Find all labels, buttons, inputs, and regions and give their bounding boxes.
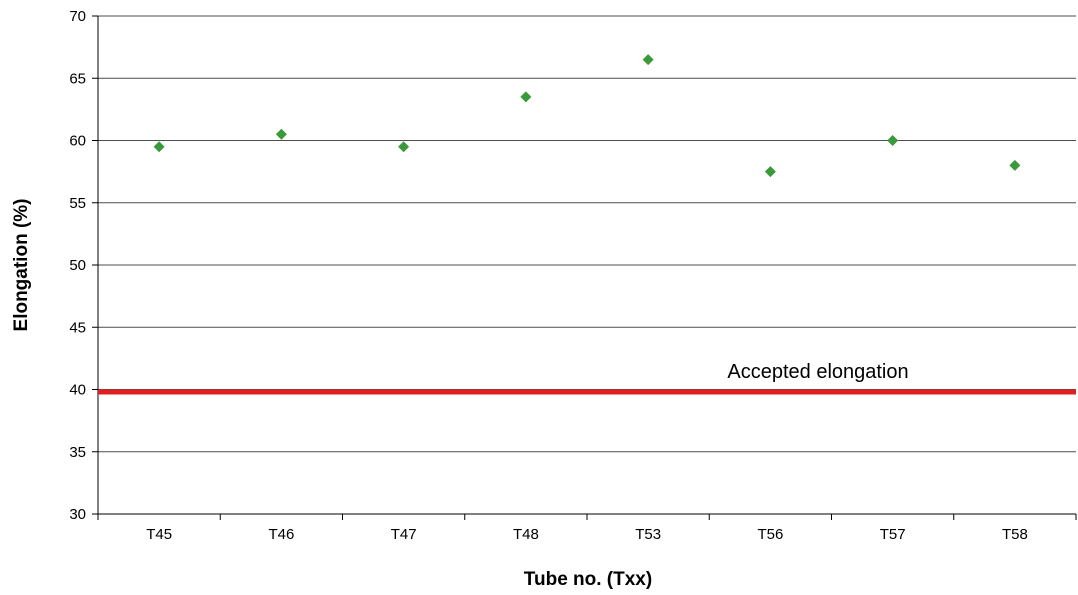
x-axis-title: Tube no. (Txx) bbox=[524, 569, 652, 590]
data-point bbox=[275, 128, 287, 140]
x-tick-label: T47 bbox=[391, 526, 417, 543]
y-tick-label: 35 bbox=[69, 444, 86, 461]
y-tick-label: 55 bbox=[69, 195, 86, 212]
data-points bbox=[153, 54, 1021, 178]
x-tick-label: T45 bbox=[146, 526, 172, 543]
data-point bbox=[520, 91, 532, 103]
x-axis-ticks: T45 T46 T47 T48 T53 T56 T57 T58 bbox=[97, 514, 1077, 543]
data-point bbox=[1009, 159, 1021, 171]
y-axis-ticks: 30 35 40 45 50 55 60 65 70 bbox=[69, 8, 98, 523]
x-tick-label: T53 bbox=[635, 526, 661, 543]
x-tick-label: T46 bbox=[268, 526, 294, 543]
axes bbox=[97, 16, 1076, 515]
data-point bbox=[153, 141, 165, 153]
y-tick-label: 45 bbox=[69, 319, 86, 336]
y-tick-label: 30 bbox=[69, 506, 86, 523]
data-point bbox=[764, 166, 776, 178]
y-tick-label: 40 bbox=[69, 382, 86, 399]
x-tick-label: T56 bbox=[757, 526, 783, 543]
y-axis-title: Elongation (%) bbox=[11, 199, 32, 332]
data-point bbox=[642, 54, 654, 66]
data-point bbox=[887, 135, 899, 146]
reference-line-label: Accepted elongation bbox=[727, 361, 908, 383]
y-tick-label: 70 bbox=[69, 8, 86, 25]
x-tick-label: T58 bbox=[1002, 526, 1028, 543]
data-point bbox=[398, 141, 410, 153]
y-tick-label: 65 bbox=[69, 70, 86, 87]
y-tick-label: 50 bbox=[69, 257, 86, 274]
x-tick-label: T48 bbox=[513, 526, 539, 543]
y-tick-label: 60 bbox=[69, 133, 86, 150]
gridlines bbox=[98, 15, 1076, 453]
x-tick-label: T57 bbox=[880, 526, 906, 543]
